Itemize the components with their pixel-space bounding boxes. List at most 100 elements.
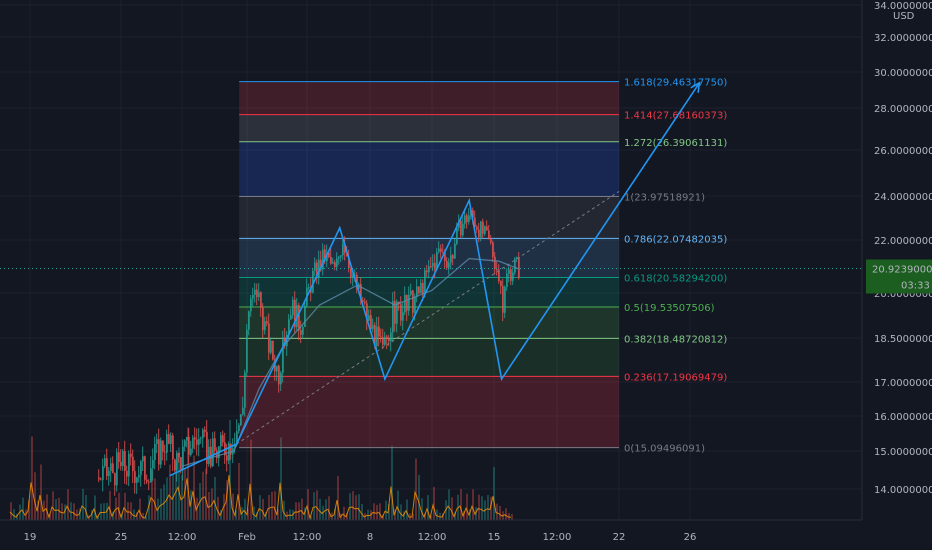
volume-bar — [34, 472, 36, 520]
candle-body — [174, 459, 176, 471]
candle-body — [476, 226, 478, 230]
candle-body — [462, 223, 464, 236]
volume-bar — [496, 503, 498, 520]
volume-bar — [10, 502, 12, 520]
volume-bar — [37, 500, 39, 520]
volume-bar — [208, 492, 210, 520]
candle-body — [496, 269, 498, 270]
candle-body — [406, 294, 408, 311]
volume-bar — [256, 512, 258, 520]
candle-body — [216, 450, 218, 459]
time-tick-label: Feb — [238, 532, 256, 543]
volume-bar — [433, 486, 435, 520]
fib-band — [239, 114, 619, 142]
volume-bar — [16, 513, 18, 520]
volume-bar — [403, 511, 405, 520]
candle-body — [140, 461, 142, 476]
volume-bar — [253, 506, 255, 520]
candle-body — [304, 305, 306, 327]
candle-body — [444, 252, 446, 261]
dashed-trend-line[interactable] — [236, 190, 620, 445]
candle-body — [488, 230, 490, 238]
volume-bar — [397, 490, 399, 520]
volume-bar — [460, 488, 462, 520]
volume-bar — [463, 511, 465, 520]
candle-body — [410, 290, 412, 295]
candle-body — [364, 301, 366, 304]
candle-body — [130, 453, 132, 457]
candle-body — [272, 340, 274, 360]
candle-body — [442, 251, 444, 253]
volume-bar — [436, 509, 438, 520]
candle-body — [380, 336, 382, 338]
candle-body — [152, 459, 154, 469]
candle-body — [460, 220, 462, 236]
candle-body — [240, 414, 242, 426]
volume-bar — [472, 489, 474, 520]
volume-bar — [391, 445, 393, 520]
candle-body — [308, 286, 310, 288]
candle-body — [492, 242, 494, 257]
price-tick-label: 17.00000000 — [874, 378, 932, 389]
volume-bar — [271, 491, 273, 520]
fib-level-label: 0.786(22.07482035) — [624, 234, 727, 245]
candle-body — [464, 215, 466, 224]
volume-bar — [169, 464, 171, 520]
candle-body — [196, 439, 198, 445]
candle-body — [246, 329, 248, 373]
time-axis[interactable]: 19 25 12:00 Feb 12:00 8 12:00 15 12:00 22 26 — [0, 519, 932, 550]
drawing-overlays[interactable] — [169, 81, 701, 477]
volume-bar — [262, 498, 264, 520]
volume-bar — [328, 496, 330, 520]
candle-body — [348, 256, 350, 268]
candle-body — [404, 294, 406, 313]
time-tick-label: 12:00 — [543, 532, 572, 543]
time-tick-label: 25 — [115, 532, 128, 543]
volume-bar — [190, 490, 192, 520]
candle-body — [512, 272, 514, 281]
candle-body — [354, 274, 356, 276]
time-tick-label: 26 — [684, 532, 697, 543]
time-tick-label: 22 — [613, 532, 626, 543]
fib-level-label: 1.414(27.68160373) — [624, 111, 727, 122]
volume-bar — [340, 513, 342, 520]
candle-body — [478, 229, 480, 238]
time-tick-label: 19 — [24, 532, 37, 543]
candle-body — [252, 295, 254, 299]
volume-bar — [229, 420, 231, 520]
candle-body — [386, 336, 388, 339]
time-axis-background — [0, 520, 932, 550]
candle-body — [374, 325, 376, 346]
candle-body — [376, 326, 378, 346]
volume-bar — [355, 495, 357, 520]
candle-body — [172, 435, 174, 460]
candle-body — [402, 312, 404, 321]
volume-bar — [283, 500, 285, 520]
volume-bar — [337, 475, 339, 520]
candle-body — [474, 217, 476, 227]
candle-body — [212, 438, 214, 467]
volume-bar — [349, 493, 351, 520]
candle-body — [302, 326, 304, 335]
volume-bar — [313, 492, 315, 520]
candle-body — [122, 451, 124, 467]
candle-body — [256, 289, 258, 298]
candle-body — [352, 275, 354, 278]
candle-body — [452, 255, 454, 259]
volume-bar — [52, 491, 54, 520]
candle-body — [486, 226, 488, 231]
candle-body — [326, 252, 328, 262]
fibonacci-extension-tool[interactable]: 0(15.09496091) 0.236(17.19069479) 0.382(18… — [239, 78, 727, 455]
volume-bar — [163, 484, 165, 520]
fib-level-label: 0.236(17.19069479) — [624, 372, 727, 383]
volume-bar — [118, 492, 120, 520]
candle-body — [362, 300, 364, 302]
candle-body — [160, 440, 162, 465]
volume-bar — [154, 478, 156, 520]
candle-body — [124, 451, 126, 471]
pattern-projection-line[interactable] — [169, 82, 701, 477]
candle-body — [434, 263, 436, 270]
volume-bar — [97, 515, 99, 520]
